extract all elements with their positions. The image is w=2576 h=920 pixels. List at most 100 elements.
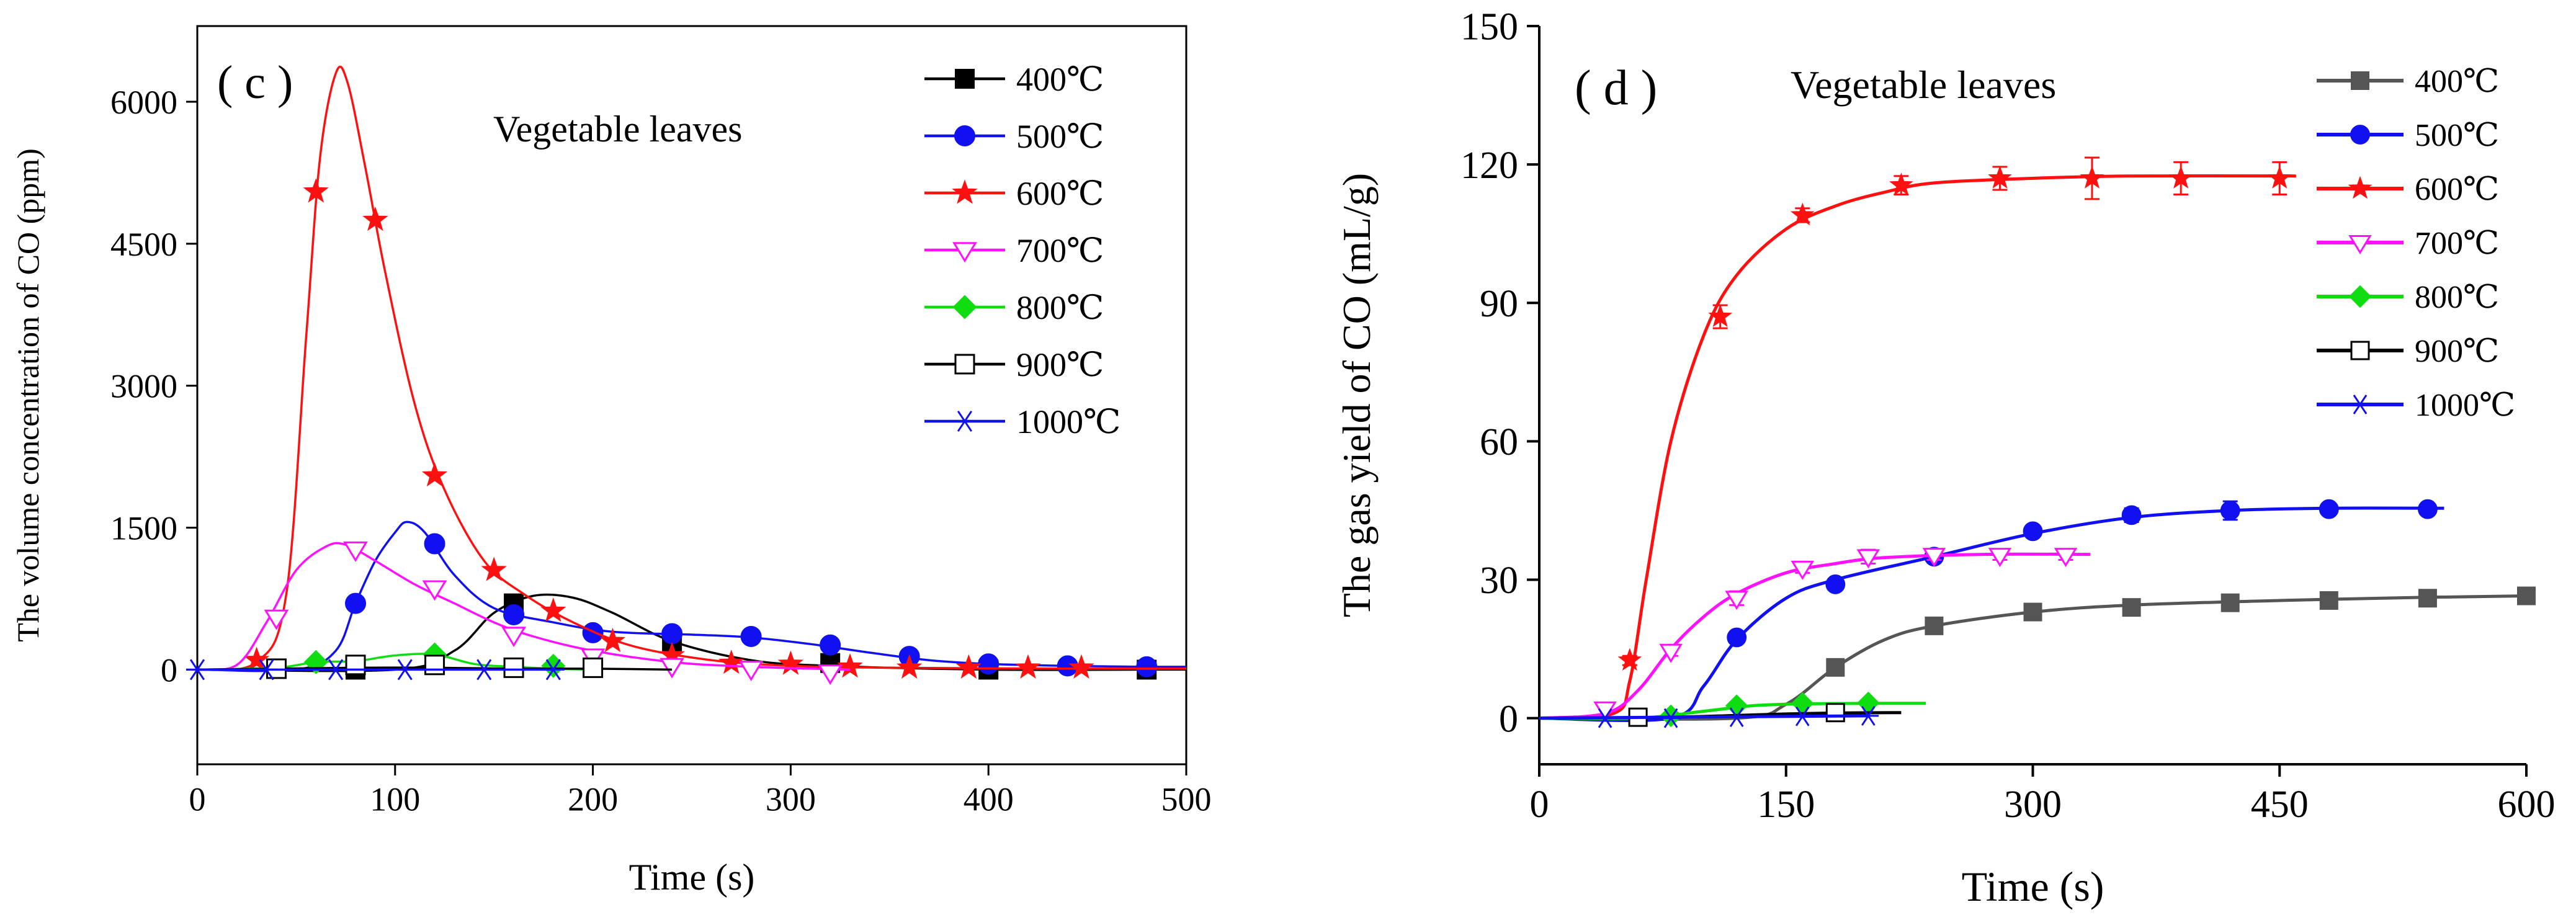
legend-entry: 600℃ <box>924 175 1104 212</box>
legend-marker <box>954 354 975 375</box>
legend-marker <box>2350 395 2371 414</box>
data-point <box>583 657 604 678</box>
data-point <box>896 654 923 679</box>
data-point <box>2122 598 2141 617</box>
data-point <box>2220 593 2240 612</box>
data-point <box>1988 166 2012 189</box>
legend-label: 700℃ <box>2415 226 2499 261</box>
legend-marker <box>952 179 978 204</box>
data-point <box>660 658 685 679</box>
x-tick-label: 600 <box>2498 784 2556 826</box>
series-1 <box>1539 499 2444 722</box>
legend-entry: 800℃ <box>2317 280 2499 315</box>
x-tick-label: 400 <box>964 781 1014 818</box>
data-point <box>541 653 566 678</box>
data-point <box>2054 548 2078 568</box>
legend-marker <box>955 69 975 89</box>
legend-label: 1000℃ <box>1016 403 1120 440</box>
data-point <box>1825 703 1845 723</box>
data-point <box>1856 549 1881 569</box>
data-point <box>2080 166 2104 189</box>
legend-label: 500℃ <box>1016 118 1104 155</box>
legend-entry: 700℃ <box>924 232 1104 269</box>
data-point <box>2418 589 2437 608</box>
legend-marker <box>2350 125 2370 145</box>
legend-label: 1000℃ <box>2415 388 2515 423</box>
data-point <box>582 622 604 643</box>
y-tick-label: 90 <box>1480 283 1518 325</box>
data-point <box>978 653 1000 675</box>
data-point <box>1617 648 1642 671</box>
legend-marker <box>2348 235 2372 254</box>
series-line <box>1539 552 2091 720</box>
x-tick-label: 0 <box>189 781 206 818</box>
data-point <box>255 659 278 681</box>
data-point <box>1857 691 1880 715</box>
legend-entry: 1000℃ <box>2317 388 2515 423</box>
data-point <box>2267 166 2292 189</box>
y-tick-label: 0 <box>1499 698 1518 740</box>
data-point <box>740 626 762 648</box>
y-tick-label: 30 <box>1480 560 1518 602</box>
y-axis-label: The volume concentration of CO (ppm) <box>11 148 45 642</box>
data-point <box>718 650 745 674</box>
data-point <box>503 604 525 625</box>
data-point <box>2418 499 2438 519</box>
series-line <box>1539 174 2296 720</box>
data-point <box>1594 708 1616 728</box>
data-point <box>955 654 982 679</box>
legend-entry: 800℃ <box>924 289 1104 326</box>
annotation-text: Vegetable leaves <box>1791 63 2056 107</box>
data-point <box>1825 574 1846 594</box>
y-tick-label: 4500 <box>110 226 177 263</box>
panel-label: ( c ) <box>217 56 293 109</box>
x-tick-label: 300 <box>2004 784 2062 826</box>
data-point <box>661 623 683 645</box>
legend-entry: 500℃ <box>924 118 1104 155</box>
y-tick-label: 120 <box>1460 145 1518 187</box>
data-point <box>424 654 445 676</box>
data-point <box>2023 521 2043 542</box>
legend-label: 800℃ <box>2415 280 2499 315</box>
data-point <box>2168 166 2193 189</box>
data-point <box>1791 560 1815 580</box>
y-tick-label: 60 <box>1480 421 1518 463</box>
y-tick-label: 0 <box>161 651 177 689</box>
data-point <box>264 609 289 630</box>
series-2 <box>197 65 1187 679</box>
legend-entry: 400℃ <box>2317 64 2499 99</box>
series-2 <box>1539 156 2296 720</box>
series-0 <box>1539 586 2536 721</box>
x-tick-label: 450 <box>2251 784 2309 826</box>
legend-label: 400℃ <box>1016 61 1104 98</box>
data-point <box>1988 548 2012 568</box>
legend-label: 700℃ <box>1016 232 1104 269</box>
x-axis-label: Time (s) <box>1962 863 2104 910</box>
series-6 <box>1539 705 1879 728</box>
data-point <box>2319 499 2339 519</box>
data-point <box>2023 602 2042 622</box>
data-point <box>542 659 565 681</box>
legend-marker <box>2348 285 2372 308</box>
legend-entry: 1000℃ <box>924 403 1120 440</box>
panel-label: ( d ) <box>1575 61 1657 115</box>
series-line <box>1539 714 1869 720</box>
data-point <box>2121 505 2142 525</box>
legend-entry: 700℃ <box>2317 226 2499 261</box>
data-point <box>481 556 507 581</box>
data-point <box>501 627 526 648</box>
legend-entry: 900℃ <box>2317 334 2499 369</box>
series-line <box>197 65 1187 671</box>
data-point <box>818 664 843 686</box>
data-point <box>424 533 445 555</box>
data-point <box>1659 643 1683 663</box>
data-point <box>1660 708 1681 728</box>
x-tick-label: 100 <box>370 781 420 818</box>
series-line <box>1539 506 2444 722</box>
data-point <box>1136 656 1158 677</box>
data-point <box>540 597 566 622</box>
data-point <box>2220 501 2240 520</box>
data-point <box>1826 658 1845 677</box>
legend-label: 600℃ <box>2415 172 2499 207</box>
legend-label: 400℃ <box>2415 64 2499 99</box>
